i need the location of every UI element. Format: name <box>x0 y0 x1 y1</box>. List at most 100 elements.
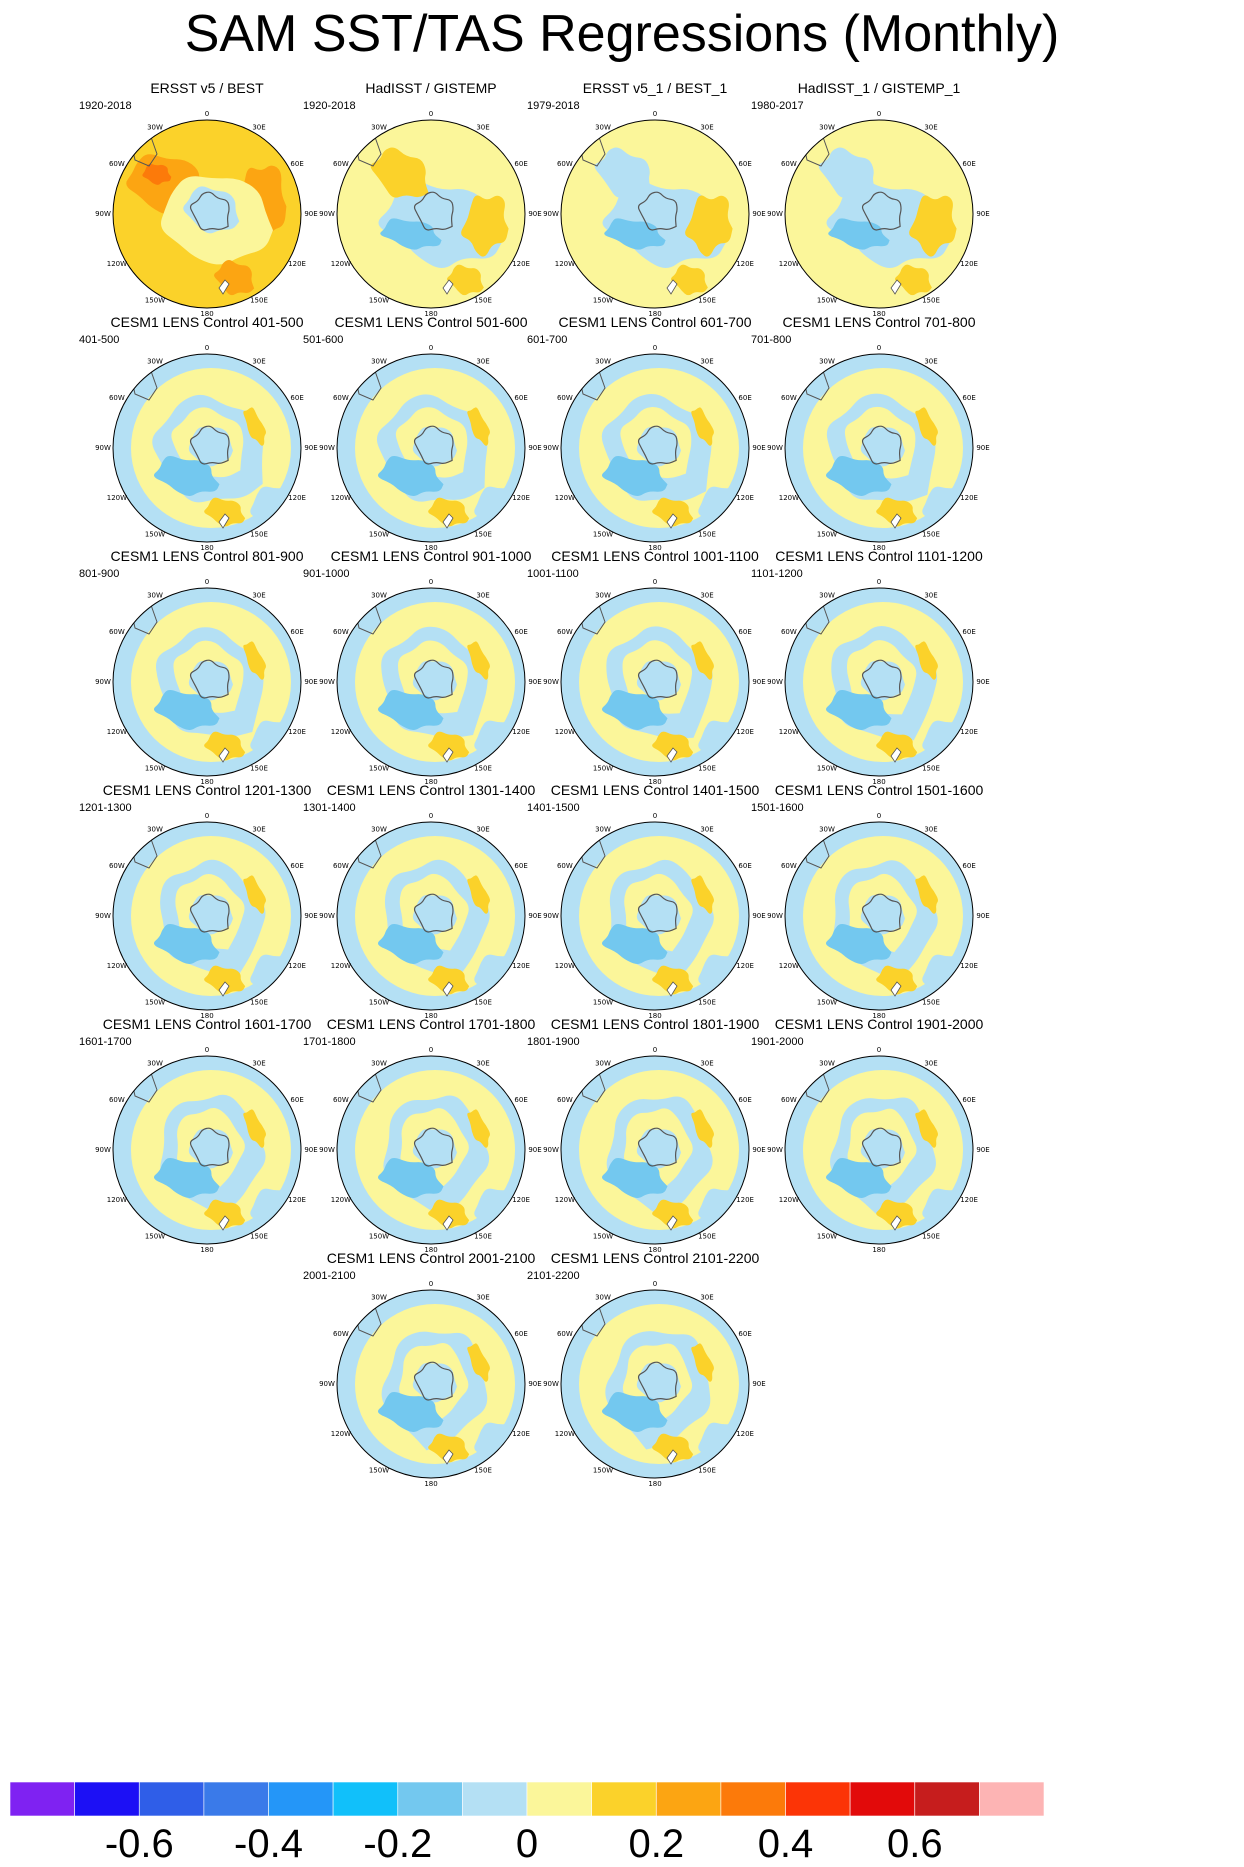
polar-map: 0 30E 60E 90E 120E 150E 180 150W 120W 90W 60W 30W <box>319 812 542 1020</box>
longitude-label: 60W <box>333 1096 349 1104</box>
longitude-label: 180 <box>200 778 213 786</box>
map-border <box>336 1289 526 1479</box>
longitude-label: 60E <box>514 862 527 870</box>
panel-period: 1801-1900 <box>527 1036 580 1048</box>
panel-period: 2001-2100 <box>303 1270 356 1282</box>
longitude-label: 120E <box>736 1196 754 1204</box>
panel-period: 901-1000 <box>303 568 350 580</box>
longitude-label: 60W <box>781 160 797 168</box>
anomaly-region <box>243 407 266 446</box>
anomaly-region <box>412 1128 457 1169</box>
longitude-label: 150W <box>145 999 165 1007</box>
longitude-label: 90W <box>767 1146 783 1154</box>
panel-title: HadISST_1 / GISTEMP_1 <box>797 80 961 96</box>
map-panel: 0 30E 60E 90E 120E 150E 180 150W 120W 90W 60W 30W CE… <box>524 548 786 820</box>
anomaly-region <box>601 689 668 730</box>
new-zealand-coastline <box>666 279 678 295</box>
anomaly-region <box>860 894 905 935</box>
longitude-label: 120E <box>512 494 530 502</box>
longitude-label: 30E <box>252 591 265 599</box>
map-panel: 0 30E 60E 90E 120E 150E 180 150W 120W 90W 60W 30W ER… <box>524 80 786 352</box>
longitude-label: 120W <box>331 1430 351 1438</box>
map-panel: 0 30E 60E 90E 120E 150E 180 150W 120W 90W 60W 30W Ha… <box>748 80 1010 352</box>
longitude-label: 120E <box>512 260 530 268</box>
longitude-label: 150W <box>593 765 613 773</box>
anomaly-region <box>825 689 892 730</box>
antarctica-coastline <box>413 425 454 465</box>
longitude-label: 120E <box>736 494 754 502</box>
longitude-label: 120W <box>107 260 127 268</box>
longitude-label: 120E <box>288 728 306 736</box>
longitude-label: 30E <box>924 123 937 131</box>
panel-title: CESM1 LENS Control 1501-1600 <box>774 782 984 798</box>
longitude-label: 60W <box>333 628 349 636</box>
map-panel: 0 30E 60E 90E 120E 150E 180 150W 120W 90W 60W 30W CE… <box>76 314 338 586</box>
longitude-label: 180 <box>648 1012 661 1020</box>
anomaly-region <box>188 894 233 935</box>
longitude-label: 60E <box>738 394 751 402</box>
longitude-label: 120W <box>779 728 799 736</box>
longitude-label: 180 <box>648 1246 661 1254</box>
anomaly-region <box>412 426 457 467</box>
longitude-label: 60E <box>290 628 303 636</box>
panel-period: 1201-1300 <box>79 802 132 814</box>
new-zealand-coastline <box>442 279 454 295</box>
longitude-label: 90E <box>752 1380 765 1388</box>
colorbar-swatch <box>332 1782 399 1816</box>
colorbar-swatch <box>203 1782 269 1816</box>
longitude-label: 90E <box>528 1146 541 1154</box>
map-border <box>784 821 974 1011</box>
longitude-label: 60W <box>557 1096 573 1104</box>
longitude-label: 90E <box>528 210 541 218</box>
panel-period: 1979-2018 <box>527 100 580 112</box>
panel-title: CESM1 LENS Control 501-600 <box>334 314 528 330</box>
longitude-label: 60W <box>109 1096 125 1104</box>
polar-map: 0 30E 60E 90E 120E 150E 180 150W 120W 90W 60W 30W <box>319 578 542 786</box>
longitude-label: 60W <box>781 862 797 870</box>
colorbar-swatch <box>397 1782 463 1816</box>
anomaly-region <box>467 1109 490 1148</box>
antarctica-coastline <box>413 1361 454 1401</box>
anomaly-region <box>601 1157 668 1198</box>
colorbar-swatch <box>655 1782 722 1816</box>
longitude-label: 0 <box>429 1280 433 1288</box>
panel-title: CESM1 LENS Control 2101-2200 <box>550 1250 760 1266</box>
longitude-label: 60E <box>962 1096 975 1104</box>
map-border <box>112 353 302 543</box>
colorbar-tick-label: 0 <box>515 1822 539 1866</box>
longitude-label: 120E <box>736 728 754 736</box>
colorbar-tick-label: 0.6 <box>886 1822 943 1866</box>
longitude-label: 30E <box>252 825 265 833</box>
polar-map: 0 30E 60E 90E 120E 150E 180 150W 120W 90W 60W 30W <box>767 344 990 552</box>
longitude-label: 90W <box>319 1146 335 1154</box>
longitude-label: 120W <box>555 494 575 502</box>
longitude-label: 30W <box>147 123 163 131</box>
longitude-label: 30W <box>147 825 163 833</box>
longitude-label: 30E <box>700 591 713 599</box>
longitude-label: 30W <box>595 1293 611 1301</box>
longitude-label: 180 <box>424 1246 437 1254</box>
anomaly-region <box>895 264 932 296</box>
panel-period: 501-600 <box>303 334 344 346</box>
anomaly-region <box>594 147 653 198</box>
longitude-label: 30W <box>819 123 835 131</box>
polar-map: 0 30E 60E 90E 120E 150E 180 150W 120W 90W 60W 30W <box>767 110 990 318</box>
longitude-label: 150E <box>474 297 492 305</box>
longitude-label: 90W <box>319 678 335 686</box>
anomaly-region <box>915 407 938 446</box>
longitude-label: 90E <box>976 678 989 686</box>
panel-period: 1901-2000 <box>751 1036 804 1048</box>
longitude-label: 30W <box>819 357 835 365</box>
anomaly-region <box>825 1157 892 1198</box>
colorbar <box>10 1782 1044 1816</box>
longitude-label: 30E <box>700 1293 713 1301</box>
longitude-label: 90W <box>95 1146 111 1154</box>
new-zealand-coastline <box>890 1215 902 1231</box>
longitude-label: 0 <box>205 1046 209 1054</box>
anomaly-region <box>876 1199 918 1229</box>
panel-title: CESM1 LENS Control 2001-2100 <box>326 1250 536 1266</box>
new-zealand-coastline <box>442 747 454 763</box>
longitude-label: 90E <box>976 444 989 452</box>
antarctica-coastline <box>637 425 678 465</box>
antarctica-coastline <box>189 191 230 231</box>
